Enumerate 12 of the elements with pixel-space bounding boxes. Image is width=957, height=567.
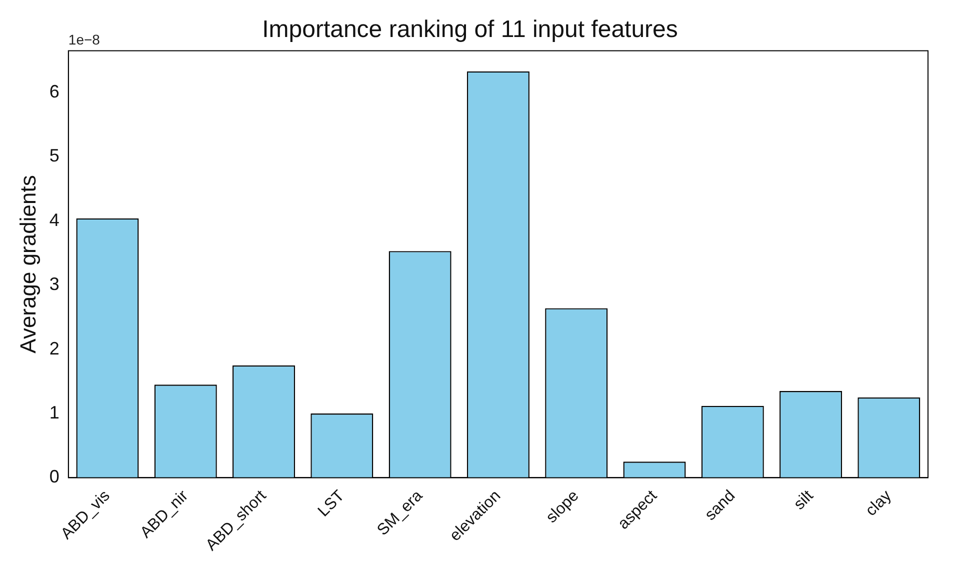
- y-tick-label: 4: [49, 210, 60, 230]
- y-tick-label: 6: [49, 81, 60, 102]
- chart-title: Importance ranking of 11 input features: [262, 16, 678, 44]
- y-tick-label: 5: [49, 146, 60, 166]
- y-tick-label: 0: [49, 466, 60, 487]
- x-tick-label: clay: [862, 487, 895, 520]
- y-tick-label: 1: [49, 402, 60, 422]
- y-tick-label: 3: [49, 274, 60, 294]
- text: 1e−8: [68, 32, 100, 48]
- x-tick-label: silt: [790, 487, 818, 514]
- y-tick-label: 2: [49, 338, 60, 358]
- y-axis-title: Average gradients: [15, 175, 40, 354]
